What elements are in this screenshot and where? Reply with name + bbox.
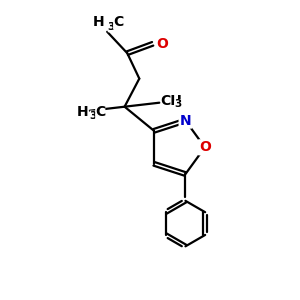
Text: C: C [95,105,105,119]
Text: CH: CH [161,94,183,108]
Text: 3: 3 [108,22,115,32]
Text: 3: 3 [174,99,182,109]
Text: H: H [77,105,88,119]
Text: O: O [156,37,168,51]
Text: H: H [93,15,104,29]
Text: 3: 3 [90,110,97,121]
Text: N: N [180,114,191,128]
Text: O: O [199,140,211,154]
Text: C: C [113,15,123,29]
